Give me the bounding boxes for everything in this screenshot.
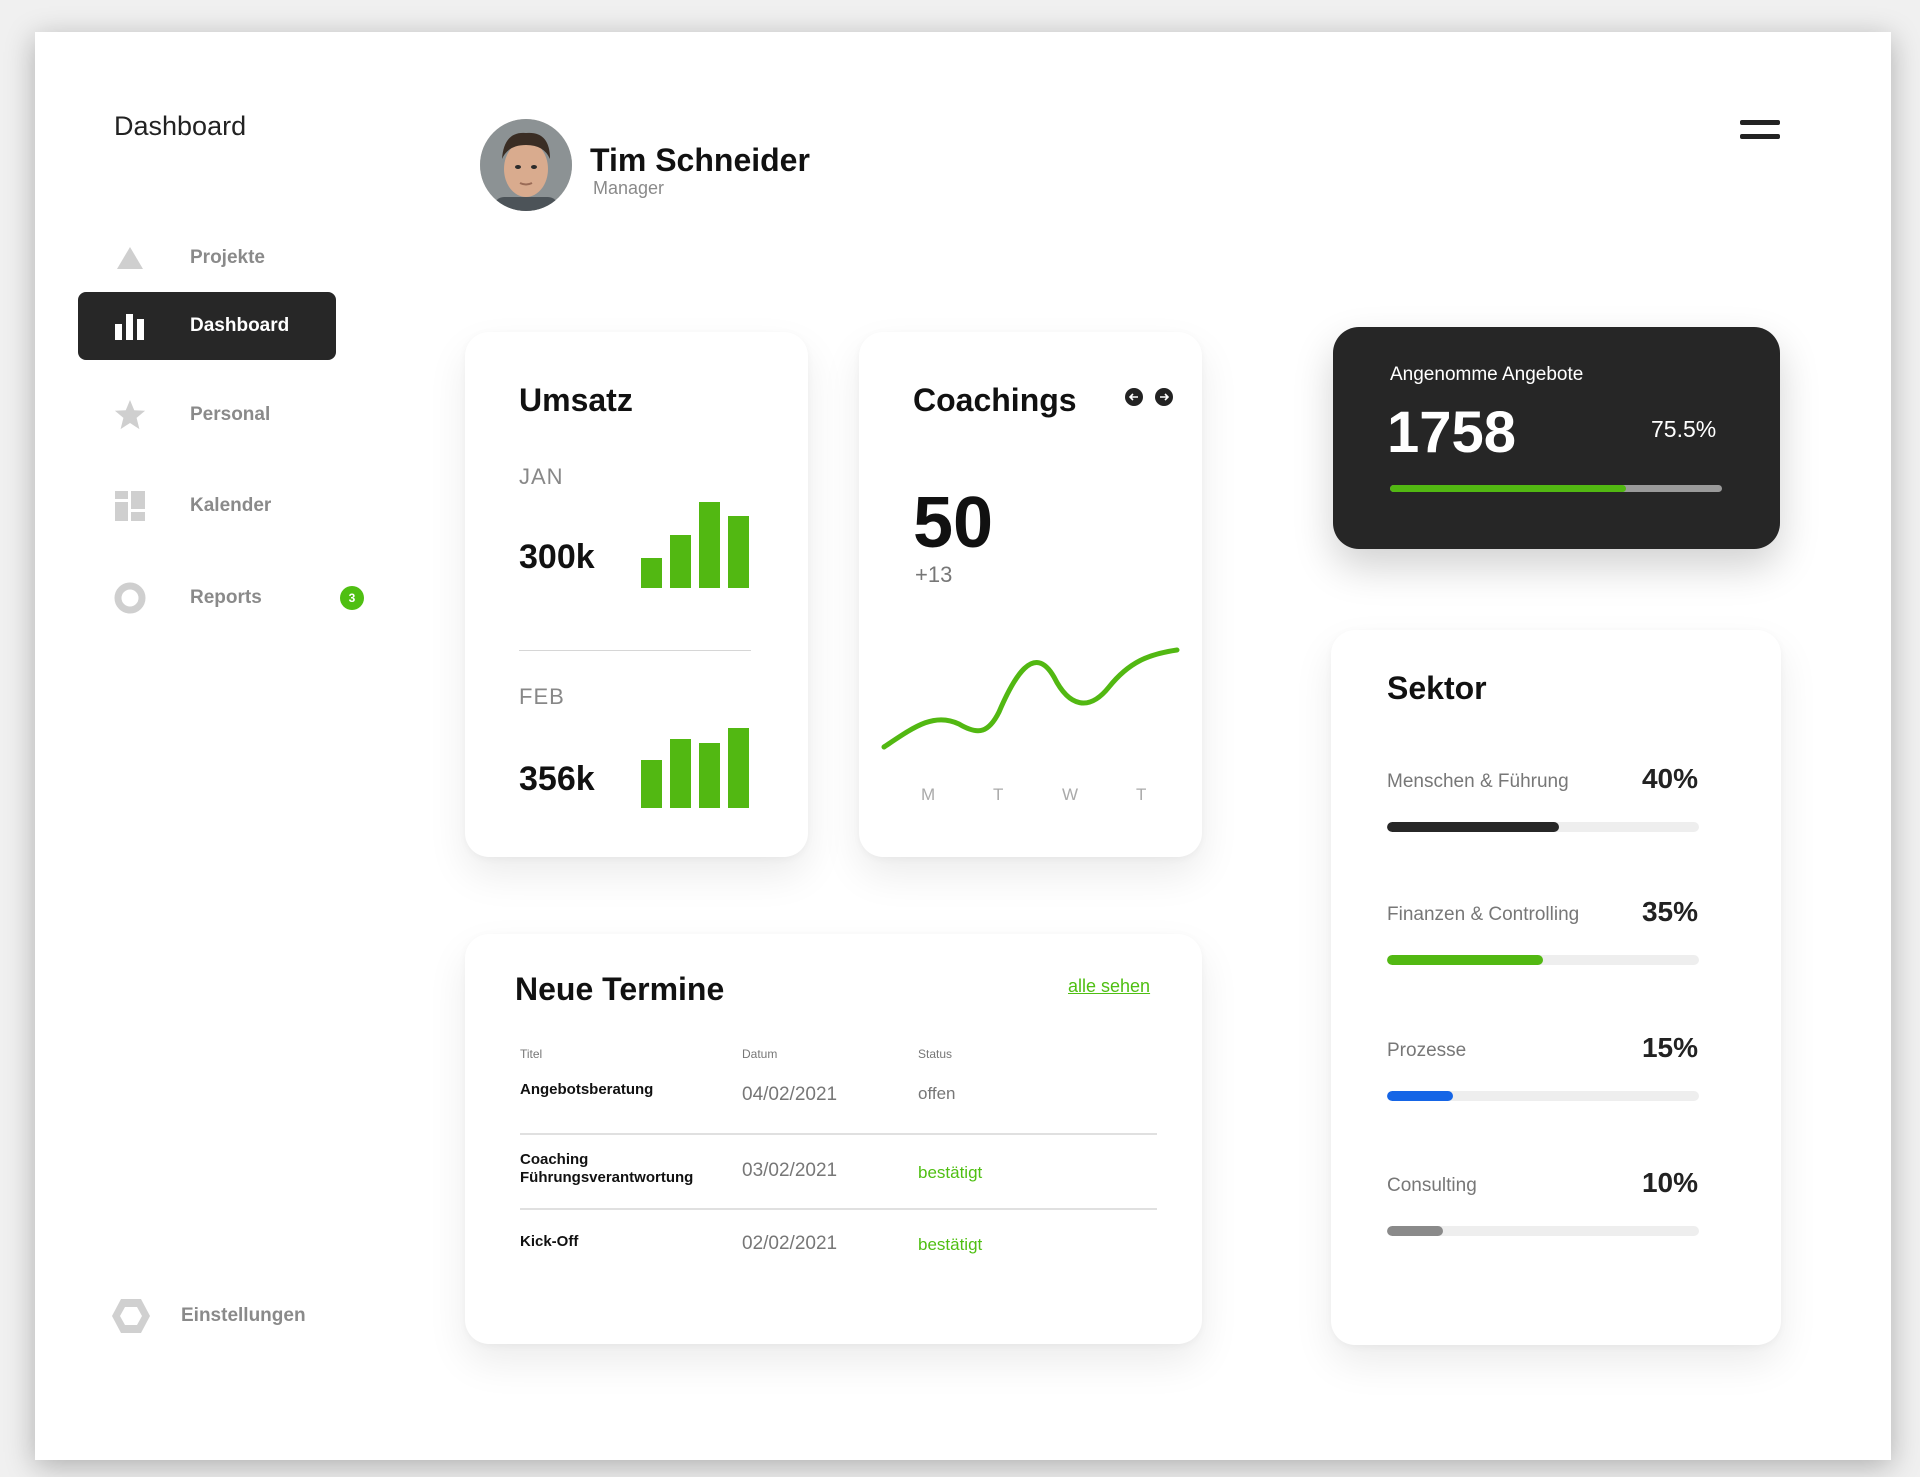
user-role: Manager	[593, 178, 665, 198]
card-title: Coachings	[913, 382, 1077, 418]
bar	[728, 728, 749, 808]
sector-percent: 40%	[1641, 763, 1698, 794]
row-title: Angebotsberatung	[520, 1081, 654, 1098]
circle-icon	[114, 582, 146, 614]
day-label: M	[921, 785, 936, 804]
trend-line	[881, 647, 1180, 750]
umsatz-card: Umsatz JAN 300k FEB 356k	[465, 332, 808, 857]
sidebar-item-kalender[interactable]: Kalender	[78, 472, 336, 540]
bar	[641, 558, 662, 588]
card-title: Umsatz	[519, 382, 633, 418]
column-header: Datum	[742, 1047, 778, 1061]
row-status: offen	[918, 1084, 956, 1103]
see-all-link[interactable]: alle sehen	[1068, 976, 1151, 996]
month-value: 300k	[519, 538, 595, 576]
row-status: bestätigt	[918, 1235, 983, 1254]
row-date: 03/02/2021	[742, 1160, 838, 1181]
sidebar-item-label: Projekte	[190, 247, 265, 268]
offers-card: Angenomme Angebote 1758 75.5%	[1333, 327, 1780, 549]
day-label: T	[993, 785, 1004, 804]
bar-group	[641, 722, 751, 808]
sidebar-item-dashboard[interactable]: Dashboard	[78, 292, 336, 360]
sidebar-item-label: Dashboard	[190, 315, 290, 336]
sidebar-item-reports[interactable]: Reports 3	[78, 564, 364, 632]
bar	[728, 516, 749, 588]
row-divider	[520, 1208, 1157, 1210]
sector-progress-fill	[1387, 1091, 1453, 1101]
sector-progress-fill	[1387, 1226, 1444, 1236]
settings-label: Einstellungen	[181, 1305, 306, 1326]
coachings-card: Coachings 50 +13 M T W T	[859, 332, 1202, 857]
row-date: 02/02/2021	[742, 1233, 838, 1254]
triangle-icon	[114, 242, 146, 274]
star-icon	[114, 399, 146, 431]
column-header: Status	[918, 1047, 953, 1061]
sector-progress-bar	[1387, 1226, 1699, 1236]
card-title: Sektor	[1387, 670, 1487, 706]
arrow-left-icon[interactable]	[1125, 388, 1143, 406]
sidebar-item-label: Reports	[190, 587, 262, 608]
sector-progress-fill	[1387, 955, 1543, 965]
offers-label: Angenomme Angebote	[1390, 364, 1584, 385]
settings-button[interactable]: Einstellungen	[111, 1292, 306, 1340]
hamburger-icon[interactable]	[1740, 117, 1782, 147]
bar	[641, 760, 662, 808]
card-title: Neue Termine	[515, 971, 725, 1007]
sector-label: Finanzen & Controlling	[1387, 904, 1580, 925]
app-window: Dashboard Projekte Dashboard Personal	[35, 32, 1891, 1460]
sector-percent: 10%	[1641, 1167, 1698, 1198]
bar-group	[641, 502, 751, 588]
sector-percent: 15%	[1641, 1032, 1698, 1063]
reports-badge: 3	[340, 586, 364, 610]
bar-chart-icon	[114, 310, 146, 342]
month-label: FEB	[519, 684, 565, 709]
sector-percent: 35%	[1641, 896, 1698, 927]
sector-progress-bar	[1387, 822, 1699, 832]
sidebar-item-label: Kalender	[190, 495, 272, 516]
sector-label: Menschen & Führung	[1387, 771, 1569, 792]
day-label: W	[1062, 785, 1079, 804]
coachings-delta: +13	[915, 562, 953, 587]
bar	[699, 743, 720, 808]
coachings-value: 50	[913, 483, 994, 563]
offers-progress-bar	[1390, 485, 1722, 492]
bar	[670, 535, 691, 588]
offers-value: 1758	[1387, 400, 1517, 465]
sidebar-item-personal[interactable]: Personal	[78, 381, 336, 449]
row-title: Kick-Off	[520, 1233, 579, 1250]
bar	[699, 502, 720, 588]
row-status: bestätigt	[918, 1163, 983, 1182]
calendar-grid-icon	[114, 490, 146, 522]
row-date: 04/02/2021	[742, 1084, 838, 1105]
sidebar-brand: Dashboard	[114, 111, 247, 141]
avatar[interactable]	[480, 119, 572, 211]
arrow-right-icon[interactable]	[1155, 388, 1173, 406]
termine-card: Neue Termine alle sehen Titel Datum Stat…	[465, 934, 1202, 1344]
row-divider	[520, 1133, 1157, 1135]
sector-progress-bar	[1387, 1091, 1699, 1101]
sektor-card: Sektor Menschen & Führung 40% Finanzen &…	[1331, 630, 1781, 1345]
month-value: 356k	[519, 760, 595, 798]
sector-progress-bar	[1387, 955, 1699, 965]
sector-label: Prozesse	[1387, 1040, 1467, 1061]
hexagon-icon	[111, 1298, 151, 1334]
sidebar-item-label: Personal	[190, 404, 271, 425]
offers-progress-fill	[1390, 485, 1626, 492]
row-title: Coaching Führungsverantwortung	[520, 1151, 694, 1186]
month-label: JAN	[519, 464, 564, 489]
column-header: Titel	[520, 1047, 543, 1061]
day-label: T	[1136, 785, 1147, 804]
bar	[670, 739, 691, 808]
sector-label: Consulting	[1387, 1175, 1477, 1196]
user-name: Tim Schneider	[590, 142, 810, 178]
divider	[519, 650, 751, 651]
sidebar-item-projekte[interactable]: Projekte	[78, 224, 336, 292]
offers-percent: 75.5%	[1651, 416, 1717, 442]
sector-progress-fill	[1387, 822, 1559, 832]
